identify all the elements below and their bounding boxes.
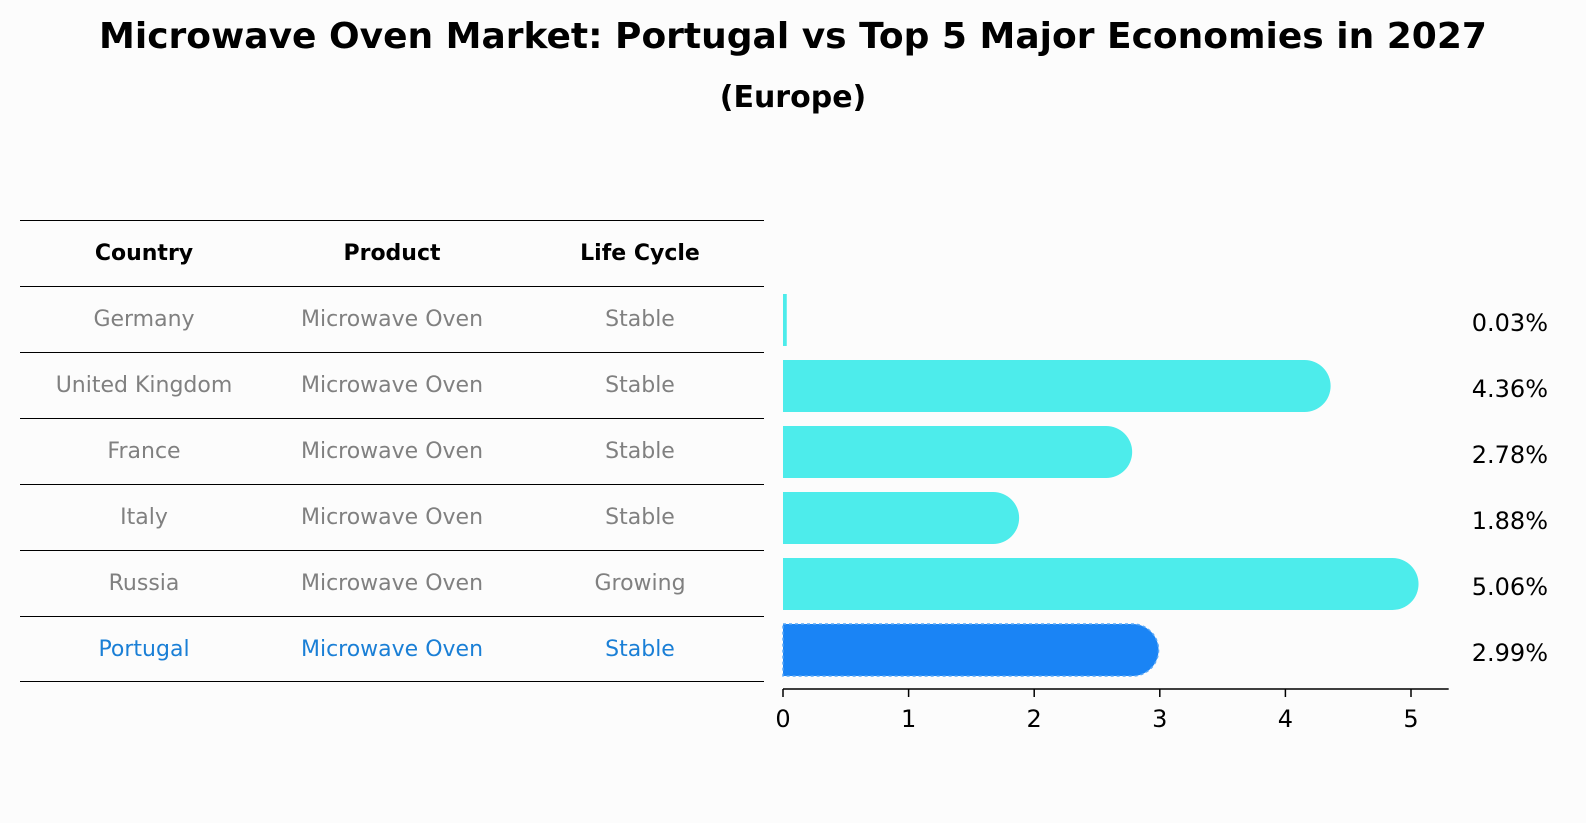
bar [783,492,1020,544]
chart-title: Microwave Oven Market: Portugal vs Top 5… [99,16,1487,57]
cell-product: Microwave Oven [300,373,484,398]
x-tick-label: 5 [1403,705,1418,733]
cell-life-cycle: Stable [605,636,675,662]
table-row-highlight: Portugal Microwave Oven Stable [20,616,764,682]
bar [783,294,787,346]
table-row: Russia Microwave Oven Growing [20,550,764,616]
bar-highlight-outline [782,623,1160,677]
cell-product: Microwave Oven [300,571,484,596]
cell-product: Microwave Oven [300,505,484,530]
table-row: United Kingdom Microwave Oven Stable [20,352,764,418]
x-tick-label: 3 [1152,705,1167,733]
cell-country: United Kingdom [55,373,233,398]
value-label: 2.78% [1472,441,1548,469]
value-label: 5.06% [1472,573,1548,601]
value-label: 4.36% [1472,375,1548,403]
cell-life-cycle: Stable [605,373,675,398]
x-tick-label: 4 [1278,705,1293,733]
x-tick-label: 1 [901,705,916,733]
bar [783,558,1419,610]
cell-life-cycle: Stable [605,505,675,530]
table-row: France Microwave Oven Stable [20,418,764,484]
data-table: Country Product Life Cycle Germany Micro… [20,220,764,682]
bar [783,426,1133,478]
cell-country: France [107,439,181,464]
cell-country: Germany [93,307,195,332]
table-row: Italy Microwave Oven Stable [20,484,764,550]
cell-country: Italy [120,505,168,530]
x-tick-label: 0 [775,705,790,733]
cell-product: Microwave Oven [300,636,484,662]
header-life-cycle: Life Cycle [580,241,700,266]
chart-subtitle: (Europe) [719,80,867,115]
value-label: 2.99% [1472,639,1548,667]
cell-life-cycle: Stable [605,439,675,464]
bar-highlight [783,624,1159,676]
cell-product: Microwave Oven [300,307,484,332]
table-header-row: Country Product Life Cycle [20,220,764,286]
header-product: Product [343,241,441,266]
header-country: Country [94,241,194,266]
bar [783,360,1331,412]
value-label: 1.88% [1472,507,1548,535]
cell-country: Portugal [98,636,190,662]
cell-product: Microwave Oven [300,439,484,464]
cell-life-cycle: Growing [594,571,686,596]
x-tick-label: 2 [1027,705,1042,733]
cell-country: Russia [108,571,180,596]
table-row: Germany Microwave Oven Stable [20,286,764,352]
cell-life-cycle: Stable [605,307,675,332]
value-label: 0.03% [1472,309,1548,337]
